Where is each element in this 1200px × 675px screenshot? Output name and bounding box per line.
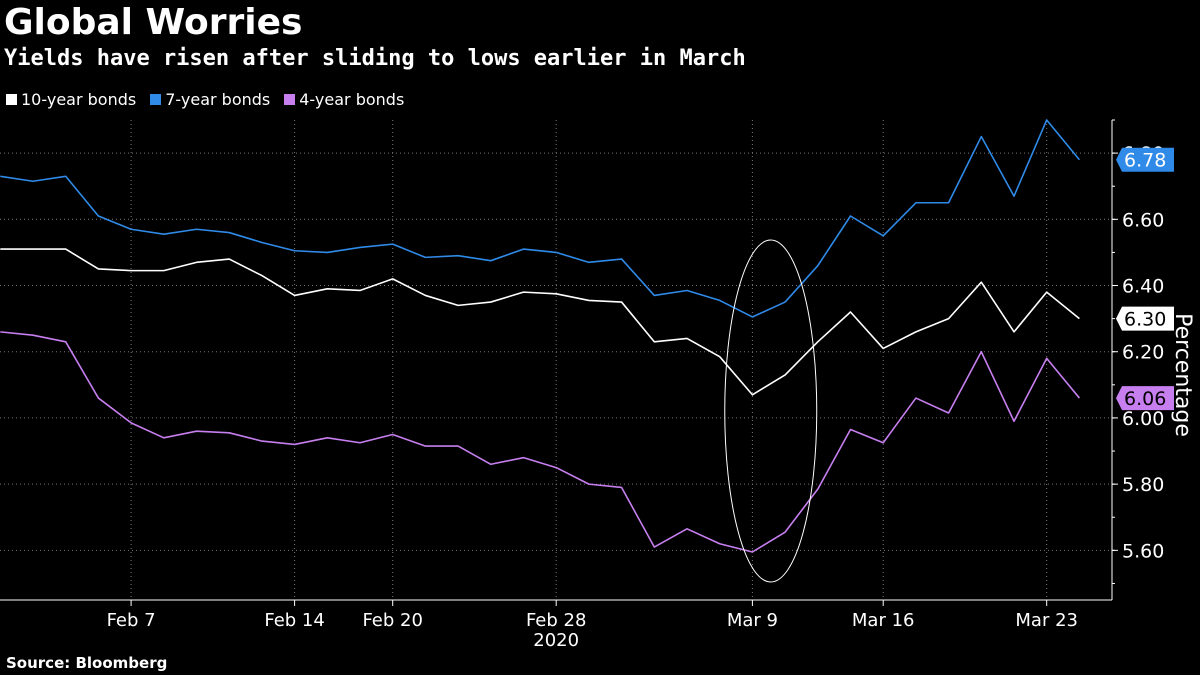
y-tick-label: 6.00 [1122, 408, 1164, 430]
end-value-tag: 6.78 [1116, 147, 1174, 172]
source-note: Source: Bloomberg [6, 654, 168, 672]
end-value-tag-bg [1116, 147, 1174, 172]
y-tick-label: 5.80 [1122, 474, 1164, 496]
x-year-label: 2020 [533, 630, 579, 651]
series-line-2 [0, 331, 1081, 553]
x-tick-label: Feb 7 [107, 610, 156, 631]
end-value-tag: 6.30 [1116, 306, 1174, 331]
y-tick-label: 6.40 [1122, 276, 1164, 298]
chart-title: Global Worries [4, 2, 303, 43]
y-tick-label: 5.60 [1122, 540, 1164, 562]
end-value-tag-bg [1116, 386, 1174, 411]
x-tick-label: Mar 16 [852, 610, 915, 631]
y-tick-label: 6.20 [1122, 342, 1164, 364]
annotation-ellipse [724, 239, 818, 583]
legend-swatch-10-year [6, 94, 17, 105]
legend-label-10-year: 10-year bonds [21, 90, 137, 109]
legend-label-4-year: 4-year bonds [299, 90, 405, 109]
end-value-tag-bg [1116, 306, 1174, 331]
legend-item-7-year: 7-year bonds [150, 90, 270, 109]
legend-item-4-year: 4-year bonds [284, 90, 404, 109]
y-tick-label: 6.60 [1122, 209, 1164, 231]
chart-subtitle: Yields have risen after sliding to lows … [4, 46, 746, 71]
x-tick-label: Feb 14 [264, 610, 325, 631]
legend-swatch-7-year [150, 94, 162, 105]
x-tick-label: Feb 28 [526, 610, 587, 631]
x-tick-label: Mar 23 [1015, 610, 1078, 631]
legend-label-7-year: 7-year bonds [165, 90, 271, 109]
end-value-label: 6.06 [1124, 388, 1166, 410]
end-value-label: 6.78 [1124, 150, 1166, 172]
legend: 10-year bonds 7-year bonds 4-year bonds [6, 90, 404, 109]
series-line-1 [0, 119, 1081, 318]
x-tick-label: Feb 20 [362, 610, 423, 631]
legend-item-10-year: 10-year bonds [6, 90, 136, 109]
y-axis-title: Percentage [1170, 313, 1195, 437]
legend-swatch-4-year [284, 94, 296, 105]
x-tick-label: Mar 9 [727, 610, 778, 631]
end-value-label: 6.30 [1124, 309, 1166, 331]
end-value-tag: 6.06 [1116, 386, 1174, 411]
series-line-0 [0, 248, 1080, 396]
